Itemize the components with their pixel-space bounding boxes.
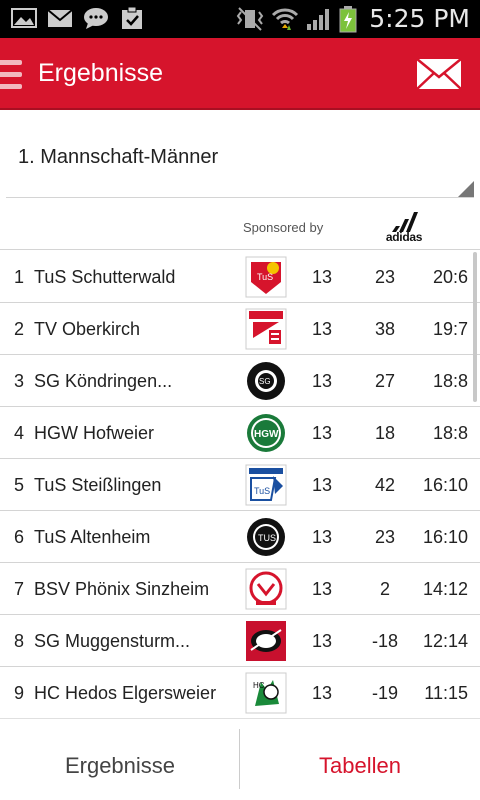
games-played: 13 [311,527,333,547]
team-name: HGW Hofweier [34,423,155,443]
goal-difference: 42 [374,475,396,495]
table-row[interactable]: 2 TV Oberkirch 13 38 19:7 [0,303,480,355]
sms-icon [84,8,108,29]
team-selector-value: 1. Mannschaft-Männer [18,146,219,168]
signal-icon [307,8,330,30]
goal-difference: 2 [379,579,390,599]
table-row[interactable]: 6 TuS Altenheim TUS 13 23 16:10 [0,511,480,563]
page-title[interactable]: Ergebnisse [38,59,164,87]
rank: 5 [14,475,25,495]
rank: 4 [14,423,25,443]
table-row[interactable]: 8 SG Muggensturm... 13 -18 12:14 [0,615,480,667]
games-played: 13 [311,475,333,495]
team-name: BSV Phönix Sinzheim [34,579,210,599]
table-row[interactable]: 7 BSV Phönix Sinzheim 13 2 14:12 [0,563,480,615]
tab-divider [239,729,240,789]
team-name: HC Hedos Elgersweier [34,683,217,703]
tv-oberkirch-logo [245,308,287,350]
points: 16:10 [422,527,468,547]
clipboard-icon [122,6,142,29]
svg-text:HGW: HGW [254,429,279,440]
games-played: 13 [311,319,333,339]
points: 12:14 [422,631,468,651]
points: 11:15 [424,683,468,703]
goal-difference: 18 [374,423,396,443]
hgw-hofweier-logo: HGW [247,414,285,452]
mail-icon[interactable] [416,58,462,90]
image-icon [11,8,37,28]
tus-schutterwald-logo: TuS [245,256,287,298]
points: 18:8 [432,371,468,391]
menu-icon[interactable] [0,60,22,90]
goal-difference: 23 [374,527,396,547]
rank: 3 [14,371,25,391]
scrollbar[interactable] [473,252,477,402]
standings-table: 1 TuS Schutterwald TuS 13 23 20:6 2 TV Oberkirc… [0,251,480,719]
svg-text:TuS: TuS [254,486,270,496]
rank: 8 [14,631,25,651]
points: 18:8 [432,423,468,443]
games-played: 13 [311,371,333,391]
rank: 7 [14,579,25,599]
svg-text:TUS: TUS [258,533,276,543]
team-name: TuS Steißlingen [34,475,162,495]
system-icons: 5:25 PM [235,4,470,33]
games-played: 13 [311,683,333,703]
tus-altenheim-logo: TUS [247,518,285,556]
team-name: SG Muggensturm... [34,631,191,651]
points: 14:12 [422,579,468,599]
bottom-navigation: Ergebnisse Tabellen [0,718,480,800]
table-row[interactable]: 1 TuS Schutterwald TuS 13 23 20:6 [0,251,480,303]
goal-difference: 27 [374,371,396,391]
rank: 2 [14,319,25,339]
bsv-phoenix-logo [245,568,287,610]
team-name: TV Oberkirch [34,319,141,339]
games-played: 13 [311,579,333,599]
tab-ergebnisse[interactable]: Ergebnisse [64,753,176,778]
goal-difference: -19 [371,683,398,703]
goal-difference: 23 [374,267,396,287]
sg-muggensturm-logo [246,621,286,661]
clock: 5:25 PM [369,4,470,33]
points: 19:7 [432,319,468,339]
table-row[interactable]: 5 TuS Steißlingen TuS 13 42 16:10 [0,459,480,511]
dropdown-arrow-icon [458,181,474,197]
vibrate-icon [237,6,264,31]
points: 20:6 [432,267,468,287]
action-bar: Ergebnisse [0,38,480,110]
notification-icons [10,6,146,30]
svg-text:SG: SG [259,377,271,386]
sponsor-label: Sponsored by [243,220,324,235]
team-selector[interactable]: 1. Mannschaft-Männer [6,116,474,198]
games-played: 13 [311,631,333,651]
team-name: TuS Altenheim [34,527,151,547]
rank: 6 [14,527,25,547]
rank: 1 [14,267,25,287]
adidas-wordmark: adidas [385,230,423,244]
svg-text:TuS: TuS [257,272,273,282]
battery-charging-icon [339,5,357,32]
rank: 9 [14,683,25,703]
adidas-logo: adidas [380,212,428,244]
table-row[interactable]: 3 SG Köndringen... SG 13 27 18:8 [0,355,480,407]
tus-steisslingen-logo: TuS [245,464,287,506]
team-name: TuS Schutterwald [34,267,176,287]
sponsor-row: Sponsored by adidas [0,200,480,250]
table-row[interactable]: 4 HGW Hofweier HGW 13 18 18:8 [0,407,480,459]
hc-hedos-logo: HC [245,672,287,714]
wifi-icon [272,8,299,30]
svg-text:HC: HC [253,681,265,690]
games-played: 13 [311,423,333,443]
table-row[interactable]: 9 HC Hedos Elgersweier HC 13 -19 11:15 [0,667,480,719]
games-played: 13 [311,267,333,287]
points: 16:10 [422,475,468,495]
team-name: SG Köndringen... [34,371,173,391]
status-bar: 5:25 PM [0,0,480,38]
gmail-icon [47,9,73,27]
sg-koendringen-logo: SG [247,362,285,400]
goal-difference: 38 [374,319,396,339]
goal-difference: -18 [371,631,398,651]
tab-tabellen[interactable]: Tabellen [319,753,401,778]
